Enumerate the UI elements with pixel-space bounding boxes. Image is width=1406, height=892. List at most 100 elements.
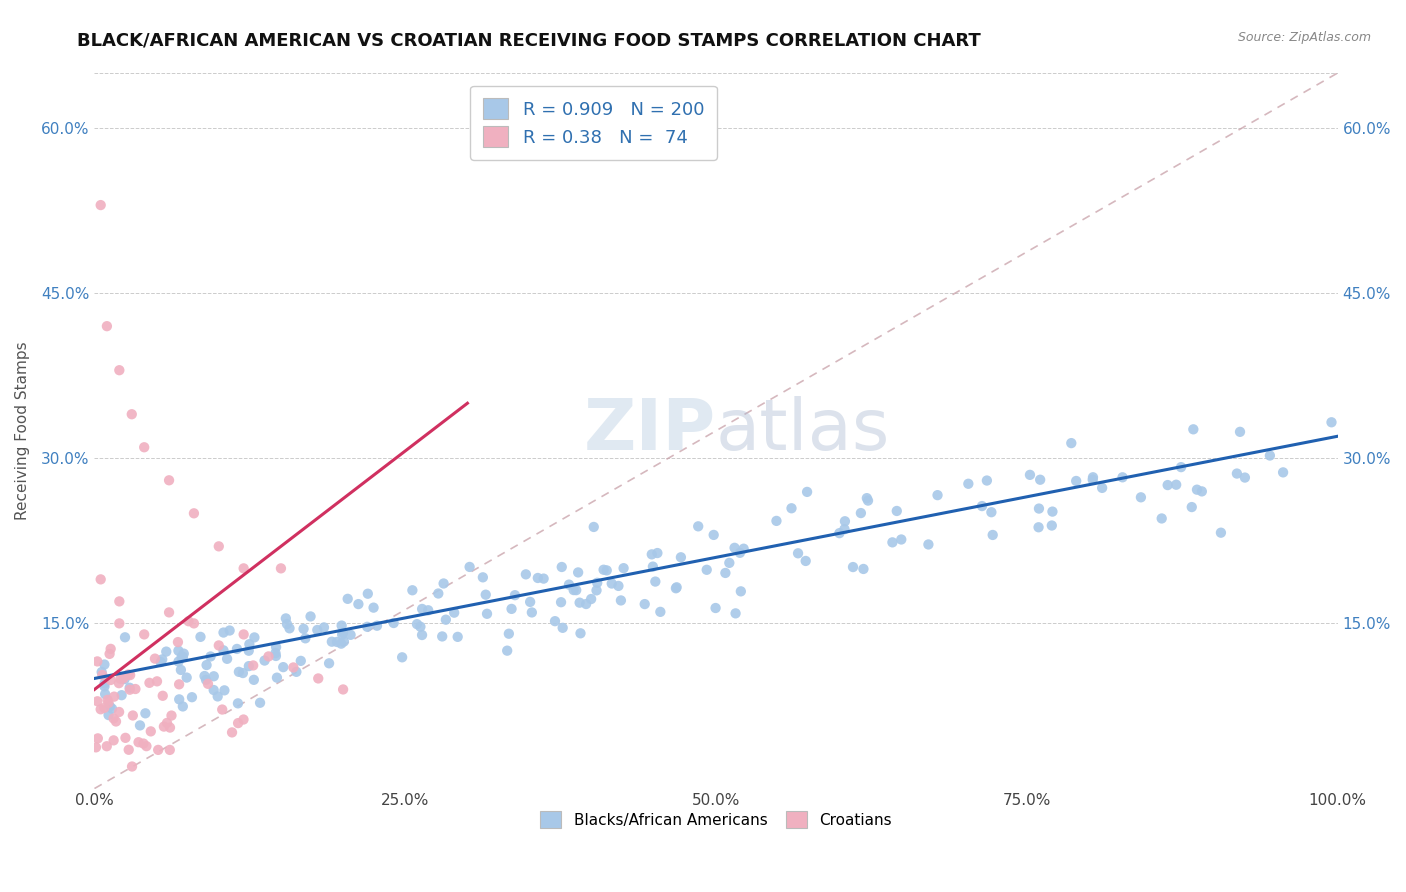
- Point: [586, 575, 609, 590]
- Point: [90, 573, 112, 587]
- Point: [882, 535, 904, 549]
- Point: [217, 652, 239, 666]
- Point: [159, 743, 181, 757]
- Point: [108, 616, 131, 631]
- Point: [427, 586, 450, 600]
- Point: [200, 649, 222, 664]
- Point: [433, 576, 456, 591]
- Point: [202, 669, 225, 683]
- Point: [533, 572, 555, 586]
- Point: [226, 716, 249, 731]
- Point: [124, 681, 146, 696]
- Point: [1191, 484, 1213, 499]
- Point: [409, 620, 432, 634]
- Point: [157, 473, 180, 487]
- Point: [724, 607, 747, 621]
- Point: [97, 696, 120, 710]
- Point: [890, 533, 912, 547]
- Point: [91, 668, 114, 682]
- Point: [703, 528, 725, 542]
- Point: [100, 673, 122, 687]
- Point: [1320, 415, 1343, 429]
- Point: [980, 505, 1002, 519]
- Point: [108, 363, 131, 377]
- Point: [218, 624, 240, 638]
- Point: [101, 702, 124, 716]
- Point: [544, 614, 567, 628]
- Point: [856, 491, 879, 505]
- Point: [292, 622, 315, 636]
- Point: [212, 643, 235, 657]
- Point: [1209, 525, 1232, 540]
- Point: [569, 626, 592, 640]
- Point: [238, 659, 260, 673]
- Point: [432, 629, 454, 643]
- Point: [551, 560, 574, 574]
- Point: [641, 547, 664, 561]
- Point: [723, 541, 745, 555]
- Point: [579, 592, 602, 607]
- Point: [458, 560, 481, 574]
- Point: [167, 677, 190, 691]
- Point: [1091, 481, 1114, 495]
- Point: [120, 668, 142, 682]
- Point: [852, 562, 875, 576]
- Point: [312, 620, 335, 634]
- Point: [110, 672, 132, 686]
- Point: [170, 663, 193, 677]
- Point: [669, 550, 692, 565]
- Point: [886, 504, 908, 518]
- Point: [172, 649, 194, 664]
- Point: [193, 669, 215, 683]
- Point: [153, 720, 176, 734]
- Point: [118, 743, 141, 757]
- Point: [515, 567, 537, 582]
- Point: [160, 708, 183, 723]
- Point: [266, 671, 288, 685]
- Point: [567, 566, 589, 580]
- Point: [167, 635, 190, 649]
- Point: [332, 625, 354, 640]
- Point: [170, 649, 193, 664]
- Point: [551, 621, 574, 635]
- Point: [330, 637, 353, 651]
- Point: [849, 506, 872, 520]
- Point: [114, 672, 136, 686]
- Point: [696, 563, 718, 577]
- Text: Source: ZipAtlas.com: Source: ZipAtlas.com: [1237, 31, 1371, 45]
- Point: [582, 520, 605, 534]
- Point: [382, 615, 405, 630]
- Point: [87, 731, 110, 746]
- Point: [688, 519, 710, 533]
- Point: [238, 637, 260, 651]
- Point: [93, 701, 115, 715]
- Point: [100, 641, 122, 656]
- Point: [596, 563, 619, 577]
- Point: [148, 743, 170, 757]
- Point: [271, 660, 294, 674]
- Point: [1170, 460, 1192, 475]
- Point: [307, 672, 329, 686]
- Point: [520, 606, 543, 620]
- Point: [644, 574, 666, 589]
- Point: [207, 690, 229, 704]
- Y-axis label: Receiving Food Stamps: Receiving Food Stamps: [15, 342, 30, 520]
- Point: [232, 666, 254, 681]
- Point: [562, 583, 585, 598]
- Point: [1166, 477, 1188, 491]
- Point: [264, 646, 287, 660]
- Point: [1081, 470, 1104, 484]
- Point: [336, 591, 359, 606]
- Point: [1028, 520, 1050, 534]
- Point: [278, 621, 301, 635]
- Point: [326, 635, 349, 649]
- Point: [90, 702, 112, 716]
- Point: [135, 739, 157, 753]
- Point: [330, 627, 353, 641]
- Point: [503, 588, 526, 602]
- Point: [1226, 467, 1249, 481]
- Point: [208, 539, 231, 553]
- Point: [730, 584, 752, 599]
- Point: [970, 499, 993, 513]
- Point: [221, 725, 243, 739]
